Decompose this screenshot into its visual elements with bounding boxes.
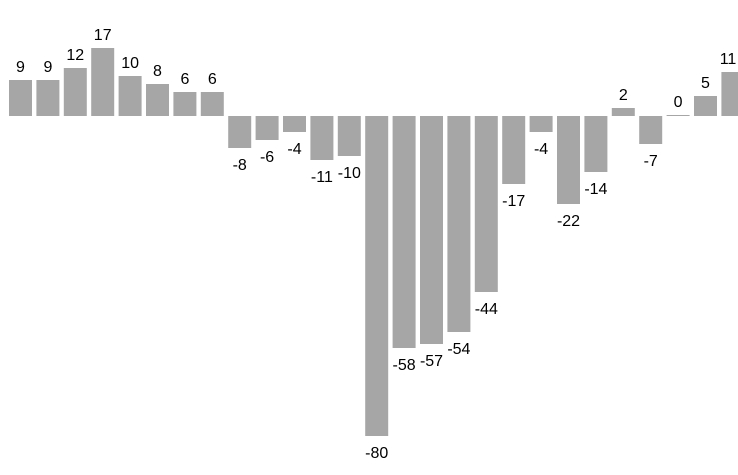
bar-18 (502, 116, 526, 184)
data-label-16: -54 (447, 341, 470, 358)
data-label-6: 6 (180, 71, 189, 88)
data-label-12: -10 (338, 165, 361, 182)
data-label-9: -6 (260, 149, 274, 166)
bar-23 (639, 116, 663, 144)
bar-7 (200, 92, 224, 116)
data-label-2: 12 (66, 47, 84, 64)
data-label-8: -8 (233, 157, 247, 174)
bar-22 (611, 108, 635, 116)
bar-5 (146, 84, 169, 116)
bar-4 (118, 76, 142, 116)
bar-25 (694, 96, 717, 116)
data-label-15: -57 (420, 353, 443, 370)
bar-11 (310, 116, 334, 160)
data-label-24: 0 (674, 94, 683, 111)
data-label-10: -4 (287, 141, 301, 158)
bar-10 (283, 116, 306, 132)
bar-20 (557, 116, 580, 204)
bar-19 (529, 116, 553, 132)
data-label-7: 6 (208, 71, 217, 88)
bar-2 (63, 68, 87, 116)
bar-14 (392, 116, 416, 348)
data-label-14: -58 (393, 357, 416, 374)
data-label-26: 11 (720, 51, 737, 68)
bar-13 (365, 116, 389, 436)
bar-17 (474, 116, 498, 292)
data-label-20: -22 (557, 213, 580, 230)
bar-8 (228, 116, 252, 148)
data-label-19: -4 (534, 141, 548, 158)
bar-1 (36, 80, 60, 116)
data-label-3: 17 (94, 27, 112, 44)
data-label-18: -17 (502, 193, 525, 210)
data-label-17: -44 (475, 301, 498, 318)
bar-3 (91, 48, 115, 116)
data-label-13: -80 (365, 445, 388, 462)
bar-9 (255, 116, 279, 140)
data-label-25: 5 (701, 75, 710, 92)
data-label-23: -7 (644, 153, 658, 170)
bar-15 (420, 116, 443, 344)
bar-6 (173, 92, 197, 116)
bar-16 (447, 116, 471, 332)
bar-21 (584, 116, 608, 172)
data-label-1: 9 (43, 59, 52, 76)
bar-26 (721, 72, 738, 116)
data-label-11: -11 (311, 169, 333, 186)
data-label-0: 9 (16, 59, 25, 76)
data-label-21: -14 (584, 181, 607, 198)
bar-24 (666, 115, 690, 116)
data-label-4: 10 (121, 55, 139, 72)
data-label-22: 2 (619, 87, 628, 104)
bar-0 (9, 80, 32, 116)
bar-12 (337, 116, 361, 156)
data-label-5: 8 (153, 63, 162, 80)
